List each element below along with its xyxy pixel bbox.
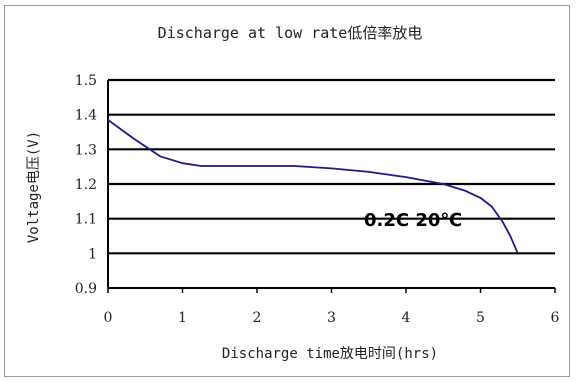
- condition-annotation: 0.2C 20℃: [364, 210, 462, 231]
- y-tick-label: 0.9: [75, 281, 97, 297]
- x-tick-label: 1: [178, 310, 187, 326]
- x-tick-labels: 0 1 2 3 4 5 6: [104, 310, 560, 326]
- y-tick-label: 1.2: [75, 177, 97, 193]
- y-tick-label: 1.1: [75, 212, 97, 228]
- grid-lines: [108, 78, 555, 255]
- x-tick-label: 5: [476, 310, 485, 326]
- series-line-0: [107, 119, 519, 254]
- x-tick-label: 0: [104, 310, 113, 326]
- y-tick-label: 1.4: [75, 108, 97, 124]
- x-tick-label: 4: [402, 310, 411, 326]
- x-axis-label: Discharge time放电时间(hrs): [222, 346, 438, 362]
- x-tick-label: 3: [327, 310, 336, 326]
- axes: [107, 80, 556, 293]
- chart-title: Discharge at low rate低倍率放电: [158, 24, 423, 42]
- y-tick-label: 1: [88, 246, 97, 262]
- series-group: [107, 119, 519, 254]
- x-tick-label: 6: [551, 310, 560, 326]
- y-axis-label: Voltage电压(V): [26, 131, 42, 243]
- x-tick-label: 2: [253, 310, 262, 326]
- y-tick-labels: 0.9 1 1.1 1.2 1.3 1.4 1.5: [75, 73, 97, 297]
- y-tick-label: 1.3: [75, 142, 97, 158]
- y-tick-label: 1.5: [75, 73, 97, 89]
